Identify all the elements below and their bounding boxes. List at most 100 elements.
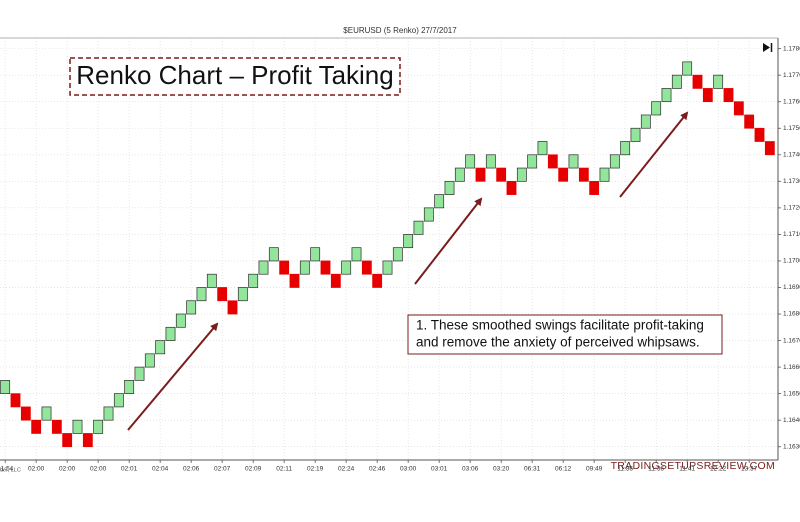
up-brick <box>599 167 610 182</box>
down-brick <box>733 101 744 116</box>
y-tick-label: 1.1670 <box>783 337 800 344</box>
y-tick-label: 1.1760 <box>783 98 800 105</box>
up-brick <box>165 326 176 341</box>
up-brick <box>485 154 496 169</box>
headline: Renko Chart – Profit Taking <box>76 60 393 90</box>
x-tick-label: 12:22 <box>710 466 727 473</box>
x-tick-label: 06:12 <box>555 466 572 473</box>
up-brick <box>434 194 445 209</box>
arrow <box>414 197 483 285</box>
down-brick <box>692 74 703 89</box>
up-brick <box>609 154 620 169</box>
annotation-line: and remove the anxiety of perceived whip… <box>416 335 700 350</box>
y-tick-label: 1.1730 <box>783 178 800 185</box>
up-brick <box>310 247 321 262</box>
up-brick <box>630 127 641 142</box>
down-brick <box>744 114 755 129</box>
up-brick <box>527 154 538 169</box>
up-brick <box>403 234 414 249</box>
up-brick <box>175 313 186 328</box>
y-tick-label: 1.1770 <box>783 72 800 79</box>
up-brick <box>41 406 52 421</box>
up-brick <box>103 406 114 421</box>
up-brick <box>299 260 310 275</box>
annotation-box <box>407 314 723 355</box>
down-brick <box>361 260 372 275</box>
y-tick-label: 1.1650 <box>783 390 800 397</box>
up-brick <box>671 74 682 89</box>
up-brick <box>516 167 527 182</box>
x-tick-label: 02:01 <box>121 466 138 473</box>
up-brick <box>465 154 476 169</box>
x-tick-label: 03:01 <box>431 466 448 473</box>
end-icon[interactable] <box>763 43 773 52</box>
up-brick <box>351 247 362 262</box>
watermark: TRADINGSETUPSREVIEW.COM <box>611 460 775 472</box>
y-tick-label: 1.1740 <box>783 151 800 158</box>
arrow <box>127 322 219 431</box>
up-brick <box>196 287 207 302</box>
x-tick-label: 02:09 <box>245 466 262 473</box>
up-brick <box>237 287 248 302</box>
credit: der, LLC <box>0 467 21 473</box>
up-brick <box>651 101 662 116</box>
down-brick <box>475 167 486 182</box>
x-tick-label: 11:36 <box>617 466 633 473</box>
down-brick <box>227 300 238 315</box>
up-brick <box>186 300 197 315</box>
up-brick <box>268 247 279 262</box>
down-brick <box>589 180 600 195</box>
up-brick <box>413 220 424 235</box>
x-tick-label: 03:06 <box>462 466 479 473</box>
y-tick-label: 1.1660 <box>783 364 800 371</box>
down-brick <box>754 127 765 142</box>
up-brick <box>93 419 104 434</box>
down-brick <box>217 287 228 302</box>
up-brick <box>537 141 548 156</box>
x-tick-label: 02:00 <box>90 466 107 473</box>
y-tick-label: 1.1710 <box>783 231 800 238</box>
x-tick-label: 09:49 <box>586 466 603 473</box>
x-tick-label: 02:19 <box>307 466 324 473</box>
x-tick-label: 02:24 <box>338 466 355 473</box>
down-brick <box>289 273 300 288</box>
up-brick <box>155 340 166 355</box>
x-tick-label: 03:00 <box>400 466 417 473</box>
up-brick <box>568 154 579 169</box>
down-brick <box>702 88 713 103</box>
down-brick <box>330 273 341 288</box>
x-tick-label: 02:04 <box>152 466 169 473</box>
x-tick-label: 11:41 <box>679 466 695 473</box>
down-brick <box>62 433 73 448</box>
y-tick-label: 1.1630 <box>783 443 800 450</box>
y-tick-label: 1.1680 <box>783 311 800 318</box>
x-tick-label: 01:54 <box>0 466 14 473</box>
down-brick <box>372 273 383 288</box>
x-tick-label: 11:36 <box>648 466 664 473</box>
y-tick-label: 1.1720 <box>783 205 800 212</box>
up-brick <box>392 247 403 262</box>
down-brick <box>496 167 507 182</box>
down-brick <box>558 167 569 182</box>
down-brick <box>51 419 62 434</box>
up-brick <box>682 61 693 76</box>
down-brick <box>578 167 589 182</box>
headline-box <box>69 57 401 96</box>
x-tick-label: 02:07 <box>214 466 231 473</box>
down-brick <box>506 180 517 195</box>
down-brick <box>547 154 558 169</box>
down-brick <box>82 433 93 448</box>
up-brick <box>444 180 455 195</box>
y-tick-label: 1.1750 <box>783 125 800 132</box>
up-brick <box>640 114 651 129</box>
up-brick <box>382 260 393 275</box>
down-brick <box>764 141 775 156</box>
x-tick-label: 13:37 <box>741 466 758 473</box>
up-brick <box>0 380 11 394</box>
bricks <box>0 61 775 448</box>
x-tick-label: 02:00 <box>59 466 76 473</box>
x-tick-label: 02:00 <box>28 466 45 473</box>
up-brick <box>113 393 124 408</box>
arrow <box>619 111 689 198</box>
